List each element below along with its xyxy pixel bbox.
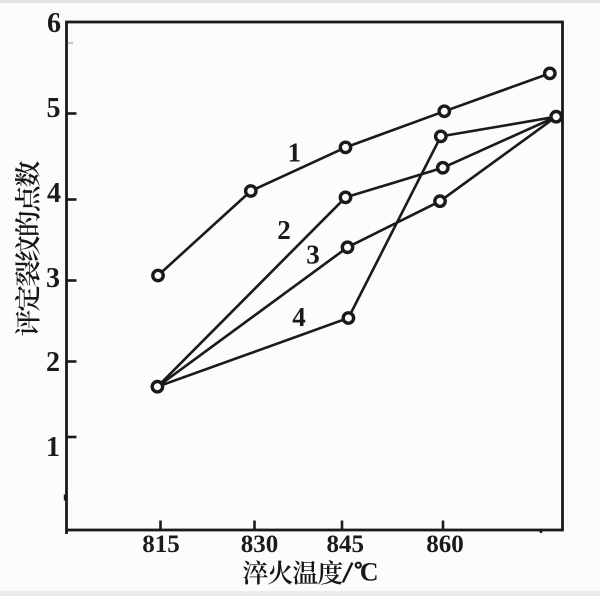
svg-text:815: 815 (142, 531, 180, 558)
svg-text:845: 845 (326, 531, 364, 558)
svg-text:2: 2 (277, 215, 291, 245)
svg-text:830: 830 (241, 531, 279, 558)
svg-text:C: C (360, 558, 379, 587)
svg-text:6: 6 (47, 8, 61, 39)
svg-text:4: 4 (292, 302, 306, 332)
svg-text:3: 3 (306, 239, 320, 269)
svg-text:2: 2 (46, 347, 60, 378)
svg-text:5: 5 (47, 93, 61, 124)
svg-text:1: 1 (288, 137, 302, 167)
svg-text:4: 4 (47, 178, 61, 209)
svg-text:3: 3 (46, 263, 60, 294)
svg-text:1: 1 (46, 432, 60, 463)
svg-text:860: 860 (426, 531, 464, 558)
